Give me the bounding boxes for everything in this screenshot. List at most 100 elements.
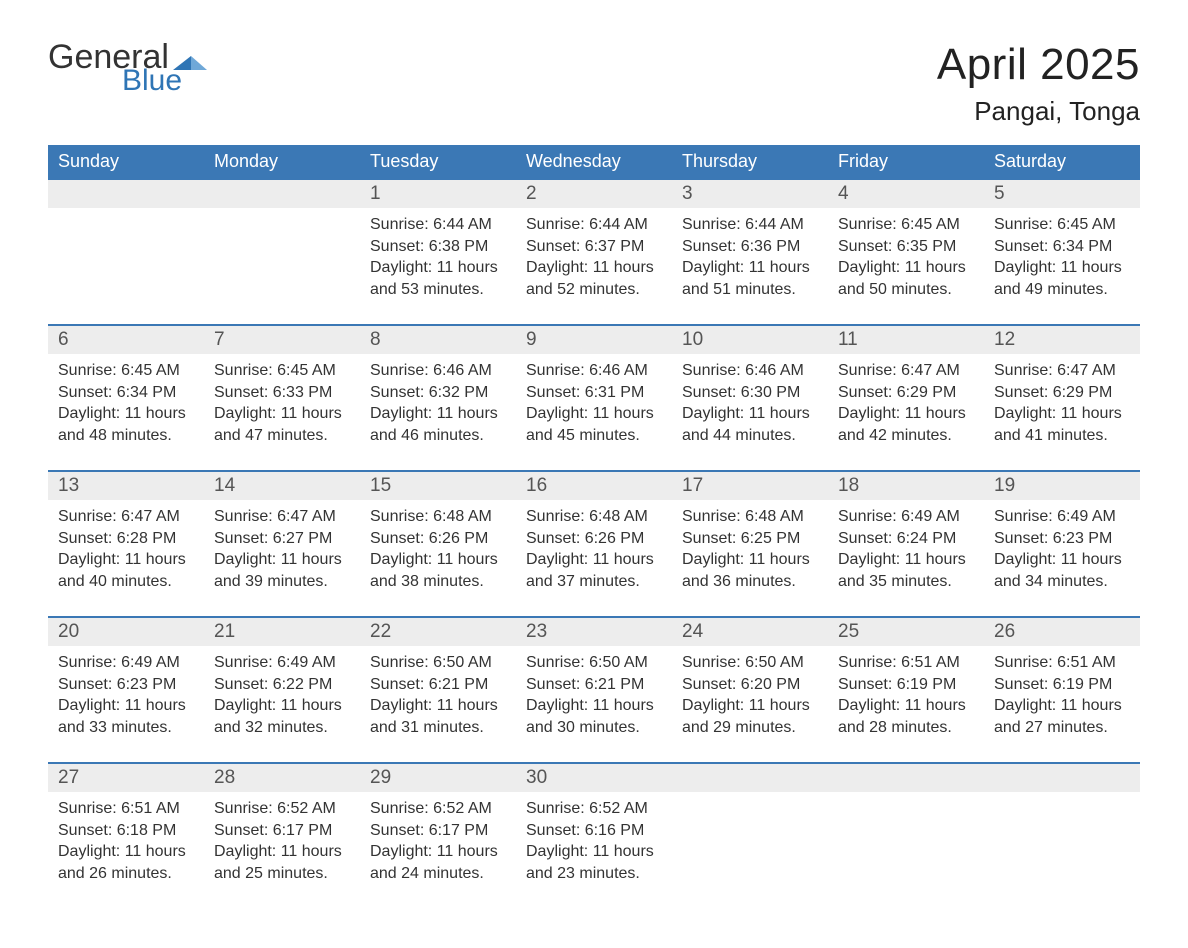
sunrise-value: 6:47 AM — [121, 508, 180, 525]
daylight-line: Daylight: 11 hours and 37 minutes. — [526, 549, 662, 592]
sunset-label: Sunset: — [994, 530, 1053, 547]
sunset-line: Sunset: 6:16 PM — [526, 820, 662, 842]
day-body: Sunrise: 6:52 AMSunset: 6:16 PMDaylight:… — [516, 792, 672, 884]
sunset-value: 6:25 PM — [741, 530, 801, 547]
day-number: 12 — [984, 324, 1140, 354]
day-body: Sunrise: 6:48 AMSunset: 6:25 PMDaylight:… — [672, 500, 828, 592]
day-body: Sunrise: 6:45 AMSunset: 6:35 PMDaylight:… — [828, 208, 984, 300]
sunrise-line: Sunrise: 6:49 AM — [994, 506, 1130, 528]
day-number: 2 — [516, 178, 672, 208]
daylight-line: Daylight: 11 hours and 29 minutes. — [682, 695, 818, 738]
calendar-cell: 21Sunrise: 6:49 AMSunset: 6:22 PMDayligh… — [204, 616, 360, 762]
sunrise-line: Sunrise: 6:50 AM — [526, 652, 662, 674]
sunset-line: Sunset: 6:28 PM — [58, 528, 194, 550]
sunset-value: 6:26 PM — [429, 530, 489, 547]
sunrise-value: 6:45 AM — [1057, 216, 1116, 233]
sunset-line: Sunset: 6:32 PM — [370, 382, 506, 404]
sunset-value: 6:28 PM — [117, 530, 177, 547]
sunrise-value: 6:49 AM — [1057, 508, 1116, 525]
sunset-label: Sunset: — [214, 530, 273, 547]
calendar-week-row: 20Sunrise: 6:49 AMSunset: 6:23 PMDayligh… — [48, 616, 1140, 762]
day-number: 4 — [828, 178, 984, 208]
daylight-label: Daylight: — [526, 843, 593, 860]
sunset-label: Sunset: — [526, 238, 585, 255]
daylight-line: Daylight: 11 hours and 31 minutes. — [370, 695, 506, 738]
sunrise-line: Sunrise: 6:49 AM — [214, 652, 350, 674]
calendar-cell: 16Sunrise: 6:48 AMSunset: 6:26 PMDayligh… — [516, 470, 672, 616]
sunrise-value: 6:48 AM — [433, 508, 492, 525]
daylight-line: Daylight: 11 hours and 25 minutes. — [214, 841, 350, 884]
sunset-line: Sunset: 6:33 PM — [214, 382, 350, 404]
daylight-label: Daylight: — [994, 697, 1061, 714]
sunrise-label: Sunrise: — [994, 508, 1057, 525]
sunset-value: 6:16 PM — [585, 822, 645, 839]
daylight-line: Daylight: 11 hours and 39 minutes. — [214, 549, 350, 592]
sunrise-value: 6:49 AM — [901, 508, 960, 525]
calendar-cell: 1Sunrise: 6:44 AMSunset: 6:38 PMDaylight… — [360, 178, 516, 324]
day-body: Sunrise: 6:45 AMSunset: 6:34 PMDaylight:… — [48, 354, 204, 446]
daylight-line: Daylight: 11 hours and 23 minutes. — [526, 841, 662, 884]
sunset-label: Sunset: — [838, 384, 897, 401]
sunrise-value: 6:47 AM — [1057, 362, 1116, 379]
sunset-line: Sunset: 6:21 PM — [526, 674, 662, 696]
daylight-label: Daylight: — [58, 843, 125, 860]
sunrise-label: Sunrise: — [838, 654, 901, 671]
day-body: Sunrise: 6:45 AMSunset: 6:33 PMDaylight:… — [204, 354, 360, 446]
calendar-cell — [48, 178, 204, 324]
calendar-cell: 6Sunrise: 6:45 AMSunset: 6:34 PMDaylight… — [48, 324, 204, 470]
calendar-cell: 18Sunrise: 6:49 AMSunset: 6:24 PMDayligh… — [828, 470, 984, 616]
sunrise-label: Sunrise: — [526, 216, 589, 233]
calendar-cell: 19Sunrise: 6:49 AMSunset: 6:23 PMDayligh… — [984, 470, 1140, 616]
sunrise-value: 6:44 AM — [745, 216, 804, 233]
day-number: 9 — [516, 324, 672, 354]
sunrise-value: 6:50 AM — [433, 654, 492, 671]
sunset-line: Sunset: 6:24 PM — [838, 528, 974, 550]
sunset-value: 6:34 PM — [117, 384, 177, 401]
sunset-value: 6:19 PM — [897, 676, 957, 693]
sunrise-line: Sunrise: 6:51 AM — [994, 652, 1130, 674]
daylight-line: Daylight: 11 hours and 42 minutes. — [838, 403, 974, 446]
sunrise-label: Sunrise: — [58, 362, 121, 379]
daylight-label: Daylight: — [214, 843, 281, 860]
sunrise-label: Sunrise: — [370, 362, 433, 379]
sunrise-label: Sunrise: — [526, 508, 589, 525]
daylight-line: Daylight: 11 hours and 34 minutes. — [994, 549, 1130, 592]
daylight-line: Daylight: 11 hours and 38 minutes. — [370, 549, 506, 592]
sunrise-value: 6:46 AM — [433, 362, 492, 379]
daylight-label: Daylight: — [838, 259, 905, 276]
sunset-label: Sunset: — [370, 238, 429, 255]
sunset-value: 6:17 PM — [273, 822, 333, 839]
sunrise-label: Sunrise: — [838, 362, 901, 379]
weekday-header: Saturday — [984, 145, 1140, 178]
sunset-line: Sunset: 6:17 PM — [370, 820, 506, 842]
sunset-value: 6:19 PM — [1053, 676, 1113, 693]
sunset-line: Sunset: 6:36 PM — [682, 236, 818, 258]
sunset-value: 6:23 PM — [117, 676, 177, 693]
daylight-line: Daylight: 11 hours and 51 minutes. — [682, 257, 818, 300]
day-body: Sunrise: 6:52 AMSunset: 6:17 PMDaylight:… — [204, 792, 360, 884]
day-number: 19 — [984, 470, 1140, 500]
sunset-label: Sunset: — [994, 676, 1053, 693]
calendar-week-row: 1Sunrise: 6:44 AMSunset: 6:38 PMDaylight… — [48, 178, 1140, 324]
sunset-label: Sunset: — [58, 530, 117, 547]
day-number: 24 — [672, 616, 828, 646]
sunrise-label: Sunrise: — [682, 362, 745, 379]
day-number — [984, 762, 1140, 792]
sunset-line: Sunset: 6:19 PM — [994, 674, 1130, 696]
sunset-line: Sunset: 6:34 PM — [58, 382, 194, 404]
day-body — [48, 208, 204, 214]
daylight-label: Daylight: — [370, 843, 437, 860]
calendar-cell: 11Sunrise: 6:47 AMSunset: 6:29 PMDayligh… — [828, 324, 984, 470]
daylight-line: Daylight: 11 hours and 53 minutes. — [370, 257, 506, 300]
sunrise-line: Sunrise: 6:45 AM — [994, 214, 1130, 236]
sunrise-value: 6:48 AM — [589, 508, 648, 525]
daylight-line: Daylight: 11 hours and 48 minutes. — [58, 403, 194, 446]
calendar-cell: 17Sunrise: 6:48 AMSunset: 6:25 PMDayligh… — [672, 470, 828, 616]
day-number: 18 — [828, 470, 984, 500]
sunrise-line: Sunrise: 6:47 AM — [58, 506, 194, 528]
daylight-line: Daylight: 11 hours and 41 minutes. — [994, 403, 1130, 446]
header: General Blue April 2025 Pangai, Tonga — [48, 40, 1140, 127]
sunset-line: Sunset: 6:25 PM — [682, 528, 818, 550]
day-body: Sunrise: 6:44 AMSunset: 6:37 PMDaylight:… — [516, 208, 672, 300]
sunset-value: 6:27 PM — [273, 530, 333, 547]
